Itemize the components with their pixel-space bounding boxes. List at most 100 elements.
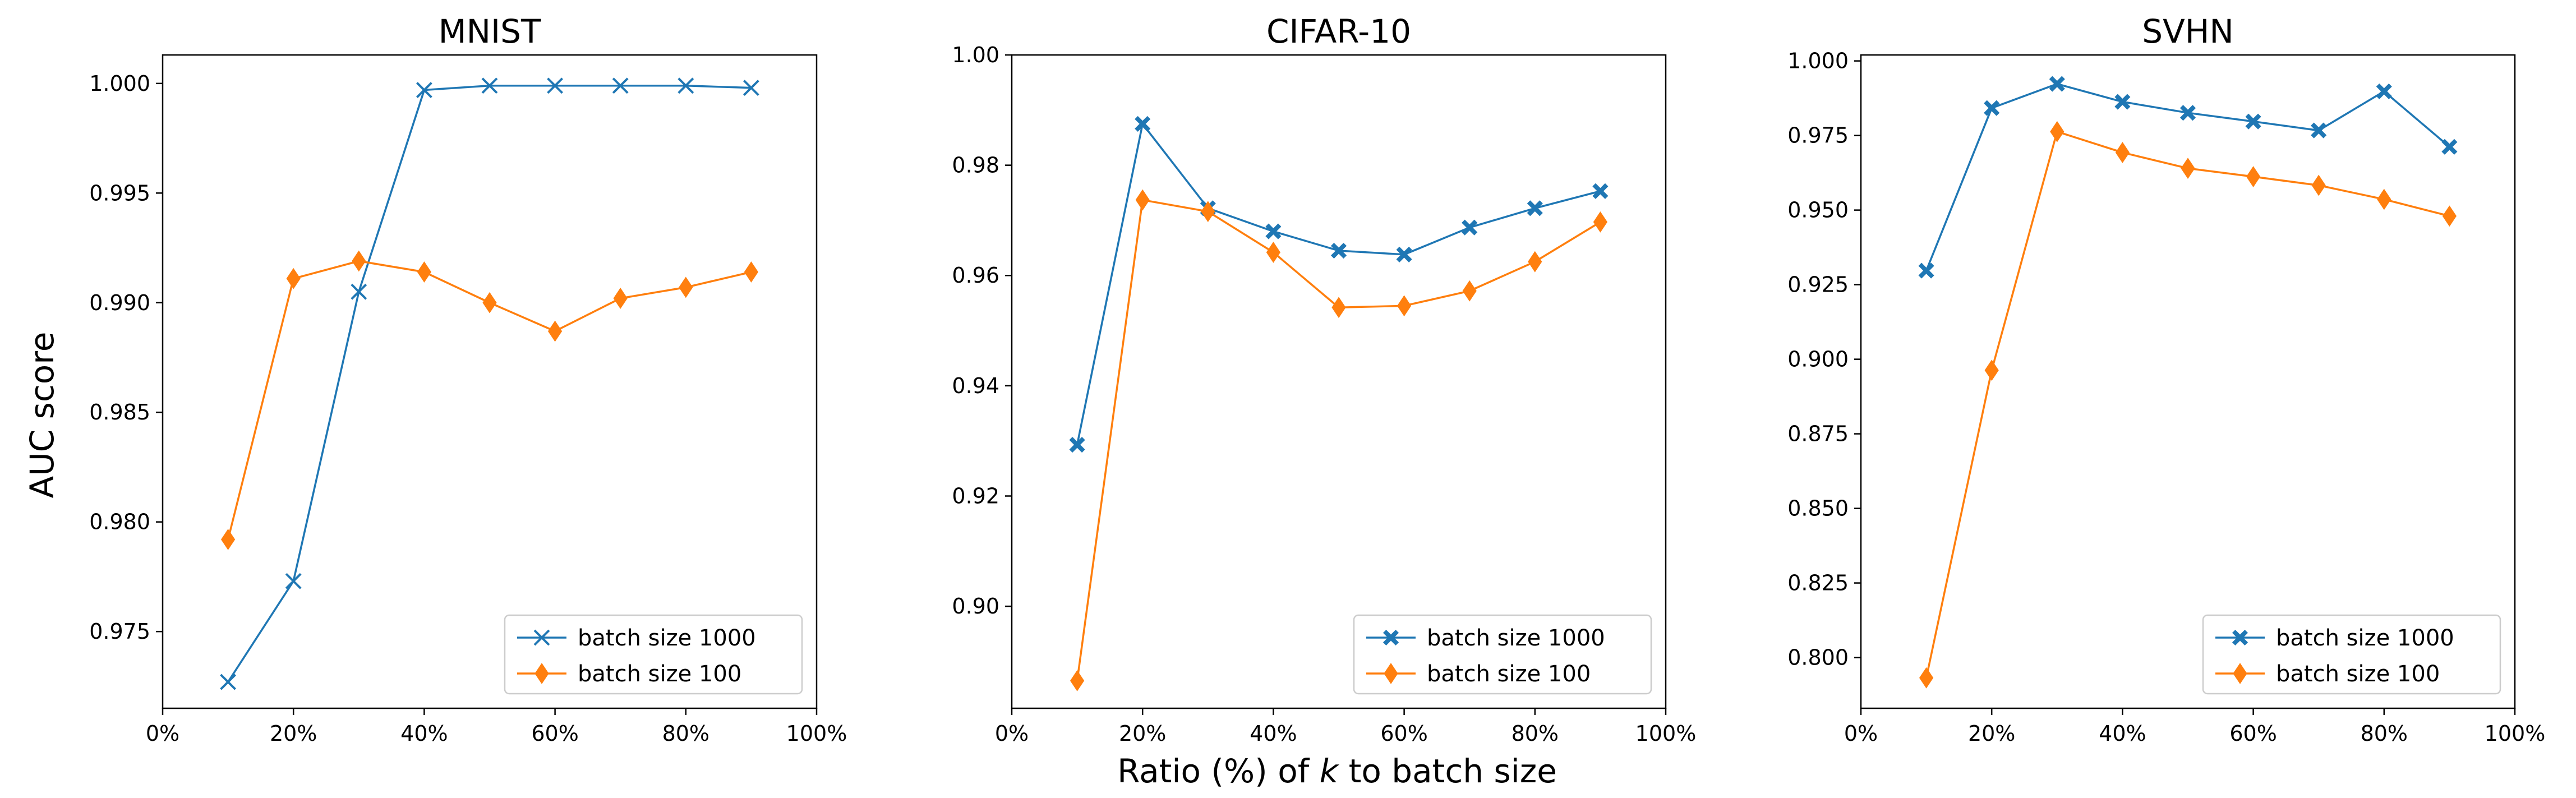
y-tick-label: 1.00 bbox=[952, 43, 999, 67]
y-tick-label: 0.975 bbox=[89, 619, 150, 644]
data-point bbox=[1266, 242, 1281, 263]
data-point bbox=[1135, 189, 1150, 211]
legend: batch size 1000 batch size 100 bbox=[504, 614, 803, 695]
data-point bbox=[1462, 219, 1478, 236]
y-tick-label: 0.995 bbox=[89, 181, 150, 205]
x-tick-label: 0% bbox=[146, 721, 179, 746]
chart-title: CIFAR-10 bbox=[1266, 12, 1411, 50]
legend-label: batch size 100 bbox=[2276, 661, 2440, 687]
y-tick-label: 0.950 bbox=[1787, 198, 1849, 223]
chart-panel-2: CIFAR-10 0% 20% 40% 60% 80% 100% 0.90 0.92 0.94 0.… bbox=[952, 12, 1696, 746]
data-point bbox=[2441, 139, 2458, 155]
y-tick-label: 0.925 bbox=[1787, 273, 1849, 297]
plot-frame bbox=[1860, 54, 2516, 709]
legend-label: batch size 1000 bbox=[2276, 625, 2454, 651]
legend-box bbox=[504, 614, 803, 695]
series-line bbox=[1076, 123, 1601, 445]
chart-panel-1: MNIST 0% 20% 40% 60% 80% 100% 0.975 0.980 0.985 0.… bbox=[89, 12, 847, 746]
data-point bbox=[416, 82, 432, 98]
x-tick-label: 20% bbox=[1119, 721, 1166, 746]
x-tick-label: 80% bbox=[1512, 721, 1559, 746]
x-tick-label: 60% bbox=[531, 721, 578, 746]
data-point bbox=[1070, 670, 1085, 691]
y-tick-label: 0.94 bbox=[952, 373, 999, 398]
data-point bbox=[1527, 200, 1543, 216]
series-batch-size-1000 bbox=[1069, 116, 1609, 453]
y-tick-label: 0.800 bbox=[1787, 645, 1849, 670]
y-tick-label: 0.98 bbox=[952, 153, 999, 178]
y-tick-label: 0.90 bbox=[952, 594, 999, 619]
chart-title: MNIST bbox=[439, 12, 541, 50]
x-tick-label: 100% bbox=[2485, 721, 2546, 746]
y-axis-label: AUC score bbox=[23, 332, 61, 499]
series-line bbox=[227, 84, 752, 683]
data-point bbox=[612, 77, 629, 94]
legend-marker bbox=[2232, 629, 2248, 646]
legend-label: batch size 100 bbox=[1427, 661, 1591, 687]
data-point bbox=[286, 267, 301, 289]
x-tick-label: 20% bbox=[270, 721, 317, 746]
x-tick-label: 100% bbox=[1635, 721, 1697, 746]
data-point bbox=[220, 529, 236, 550]
legend-marker bbox=[534, 663, 549, 684]
data-point bbox=[1069, 437, 1085, 453]
data-point bbox=[351, 283, 367, 300]
data-point bbox=[2181, 158, 2195, 179]
legend-marker bbox=[533, 629, 550, 646]
data-point bbox=[1135, 116, 1151, 132]
data-point bbox=[1984, 100, 2000, 116]
legend-marker bbox=[1383, 629, 1399, 646]
series-line bbox=[1076, 199, 1601, 681]
x-tick-label: 80% bbox=[2361, 721, 2408, 746]
y-tick-label: 0.825 bbox=[1787, 571, 1849, 596]
data-point bbox=[417, 261, 432, 283]
data-point bbox=[2050, 121, 2065, 142]
y-tick-label: 0.96 bbox=[952, 263, 999, 288]
series-batch-size-1000 bbox=[1918, 76, 2458, 279]
series-batch-size-100 bbox=[220, 250, 759, 550]
data-point bbox=[2311, 122, 2327, 139]
plot-frame bbox=[162, 54, 818, 709]
data-point bbox=[220, 674, 237, 690]
legend: batch size 1000 batch size 100 bbox=[2202, 614, 2501, 695]
series-line bbox=[1925, 130, 2450, 679]
y-tick-label: 0.850 bbox=[1787, 496, 1849, 521]
data-point bbox=[2114, 94, 2131, 110]
legend-label: batch size 100 bbox=[578, 661, 741, 687]
data-point bbox=[1919, 667, 1934, 689]
x-tick-label: 20% bbox=[1968, 721, 2015, 746]
data-point bbox=[1462, 280, 1477, 302]
data-point bbox=[2376, 83, 2392, 99]
legend-box bbox=[2202, 614, 2501, 695]
x-tick-label: 80% bbox=[662, 721, 709, 746]
legend-marker bbox=[1384, 663, 1398, 684]
chart-panel-3: SVHN 0% 20% 40% 60% 80% 100% 0.800 0.825 0.850 0.8… bbox=[1787, 12, 2545, 746]
x-tick-label: 60% bbox=[1380, 721, 1427, 746]
data-point bbox=[547, 77, 564, 94]
series-batch-size-100 bbox=[1919, 121, 2457, 689]
x-tick-label: 40% bbox=[2099, 721, 2146, 746]
data-point bbox=[2377, 188, 2391, 210]
data-point bbox=[2245, 113, 2261, 130]
y-tick-label: 0.900 bbox=[1787, 347, 1849, 372]
data-point bbox=[2115, 142, 2130, 163]
data-point bbox=[2246, 166, 2261, 187]
data-point bbox=[613, 288, 628, 309]
legend-box bbox=[1353, 614, 1652, 695]
x-axis-label: Ratio (%) of k to batch size bbox=[1117, 752, 1557, 790]
data-point bbox=[1528, 251, 1542, 273]
data-point bbox=[743, 80, 759, 96]
series-batch-size-1000 bbox=[220, 77, 759, 690]
y-tick-label: 0.92 bbox=[952, 483, 999, 508]
y-tick-label: 1.000 bbox=[89, 71, 150, 96]
data-point bbox=[1593, 211, 1608, 233]
y-tick-label: 0.875 bbox=[1787, 422, 1849, 446]
data-point bbox=[1592, 183, 1609, 199]
x-tick-label: 40% bbox=[1250, 721, 1297, 746]
legend-label: batch size 1000 bbox=[1427, 625, 1605, 651]
x-tick-label: 40% bbox=[400, 721, 448, 746]
data-point bbox=[1330, 242, 1347, 259]
data-point bbox=[2311, 174, 2326, 196]
data-point bbox=[678, 77, 694, 94]
